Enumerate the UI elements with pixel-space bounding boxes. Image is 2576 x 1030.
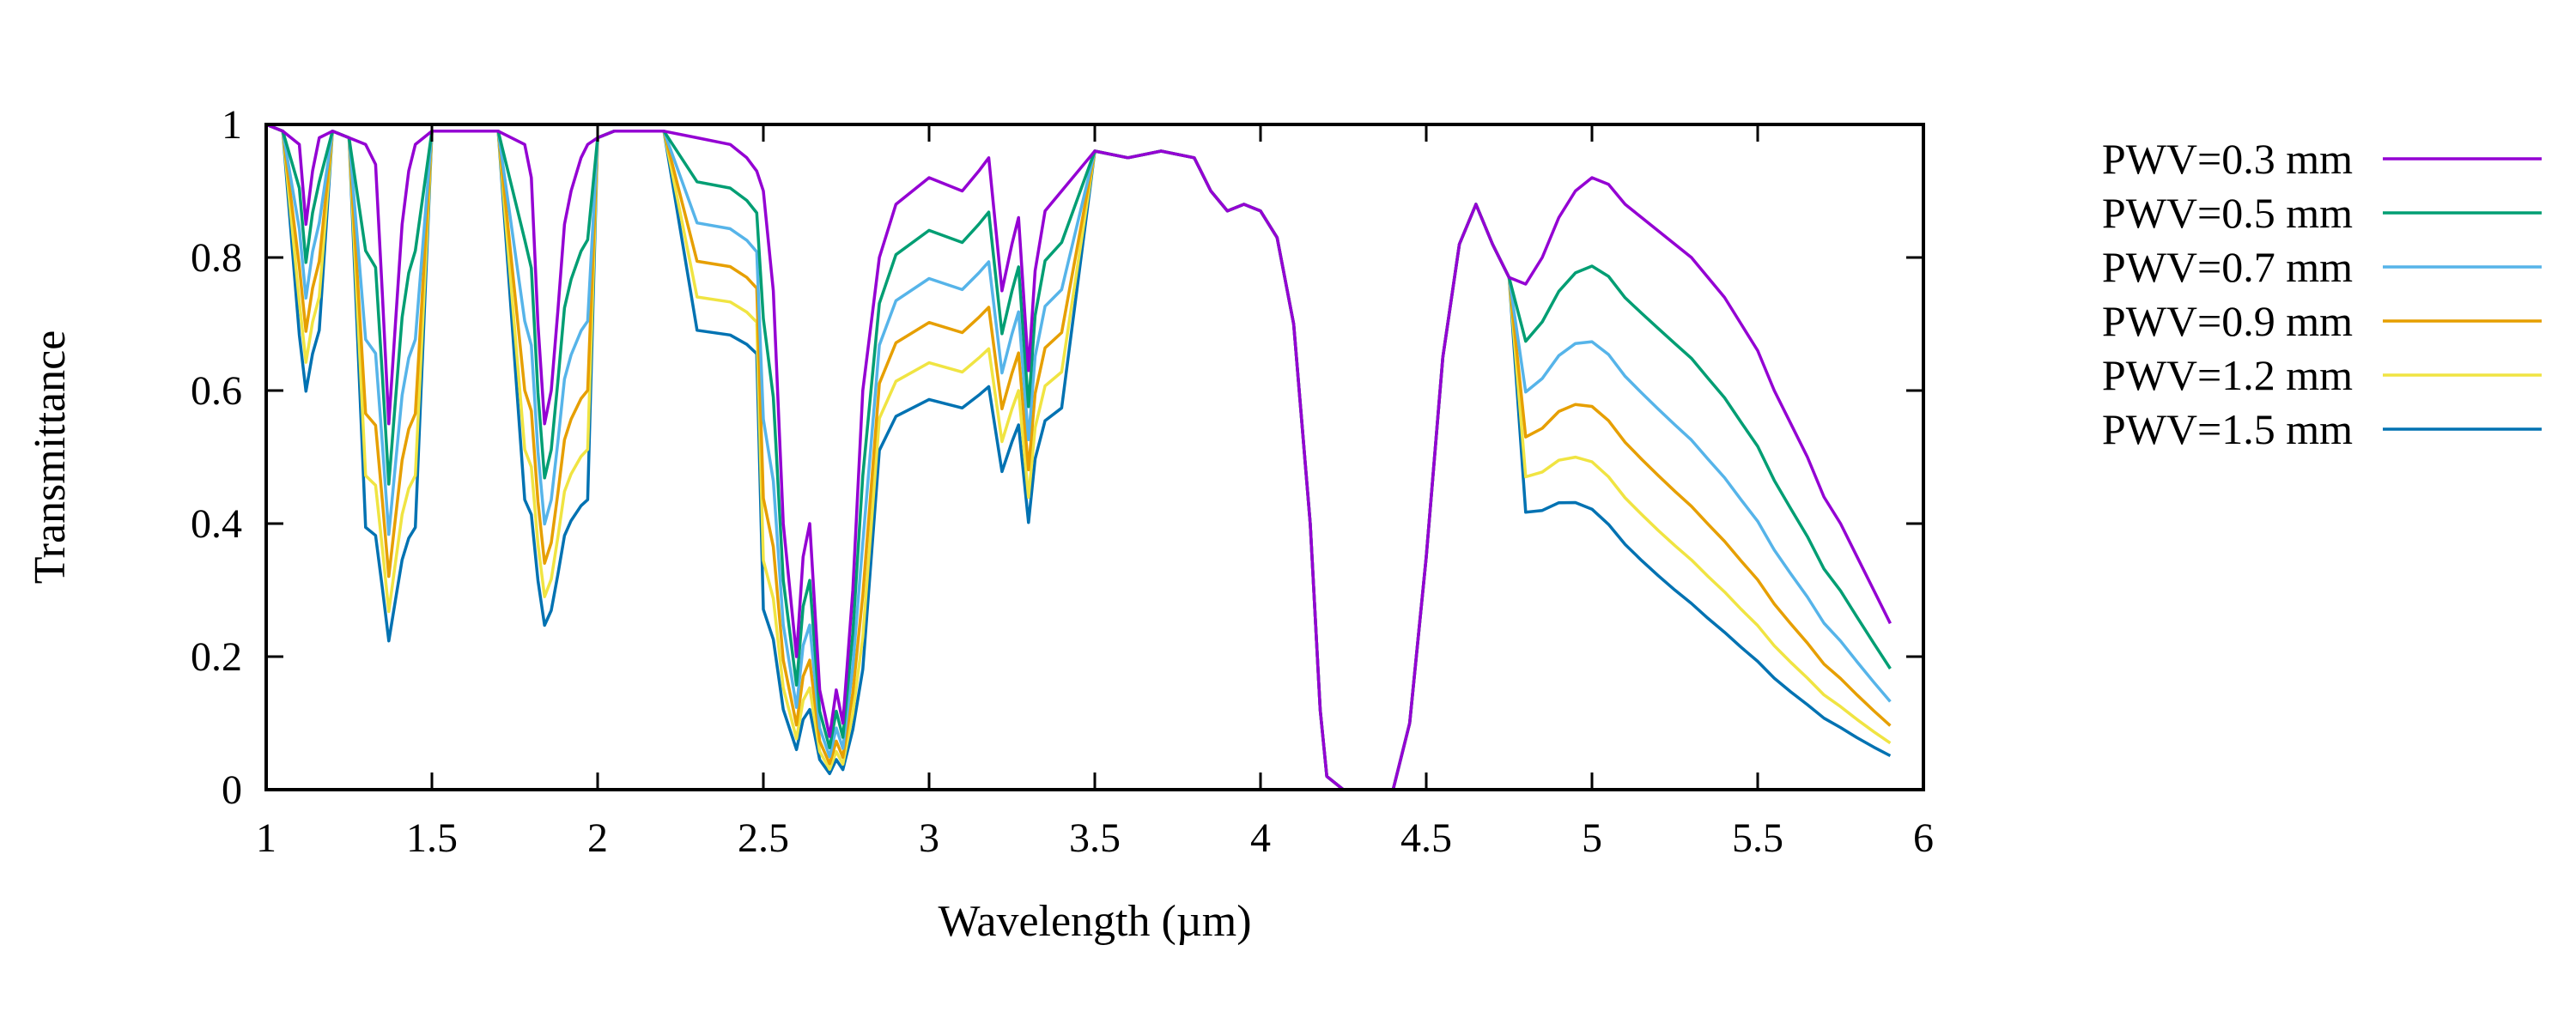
x-tick-label: 4.5 <box>1400 815 1452 861</box>
x-tick-label: 5 <box>1582 815 1602 861</box>
y-tick-label: 1 <box>222 102 242 148</box>
y-tick-label: 0.4 <box>191 501 242 547</box>
y-tick-label: 0.6 <box>191 368 242 414</box>
x-tick-label: 3.5 <box>1069 815 1121 861</box>
y-tick-label: 0.2 <box>191 634 242 680</box>
series-line-0 <box>265 123 1892 791</box>
ticks-layer: 1 1.5 2 2.5 3 3.5 4 4.5 5 5.5 6 0 0.2 0.4 0.6 0.8 1 <box>191 102 1934 861</box>
x-tick-label: 2 <box>587 815 608 861</box>
legend-label: PWV=0.7 mm <box>2102 243 2353 291</box>
x-tick-label: 1.5 <box>406 815 458 861</box>
series-line-1 <box>265 123 1892 791</box>
x-axis-title: Wavelength (µm) <box>938 897 1251 946</box>
y-tick-label: 0.8 <box>191 235 242 281</box>
y-tick-label: 0 <box>222 767 242 813</box>
series-layer <box>265 123 1892 791</box>
series-line-2 <box>265 123 1892 791</box>
legend-label: PWV=0.3 mm <box>2102 135 2353 183</box>
x-tick-label: 1 <box>256 815 276 861</box>
x-tick-label: 3 <box>919 815 939 861</box>
series-line-3 <box>265 123 1892 791</box>
legend: PWV=0.3 mm PWV=0.5 mm PWV=0.7 mm PWV=0.9 mm… <box>2102 135 2542 453</box>
x-tick-label: 5.5 <box>1732 815 1783 861</box>
legend-label: PWV=0.9 mm <box>2102 297 2353 345</box>
x-tick-label: 6 <box>1913 815 1934 861</box>
legend-label: PWV=0.5 mm <box>2102 189 2353 237</box>
x-tick-label: 2.5 <box>738 815 789 861</box>
legend-label: PWV=1.2 mm <box>2102 351 2353 399</box>
y-axis-title: Transmittance <box>26 330 75 585</box>
legend-label: PWV=1.5 mm <box>2102 405 2353 453</box>
x-tick-label: 4 <box>1250 815 1271 861</box>
